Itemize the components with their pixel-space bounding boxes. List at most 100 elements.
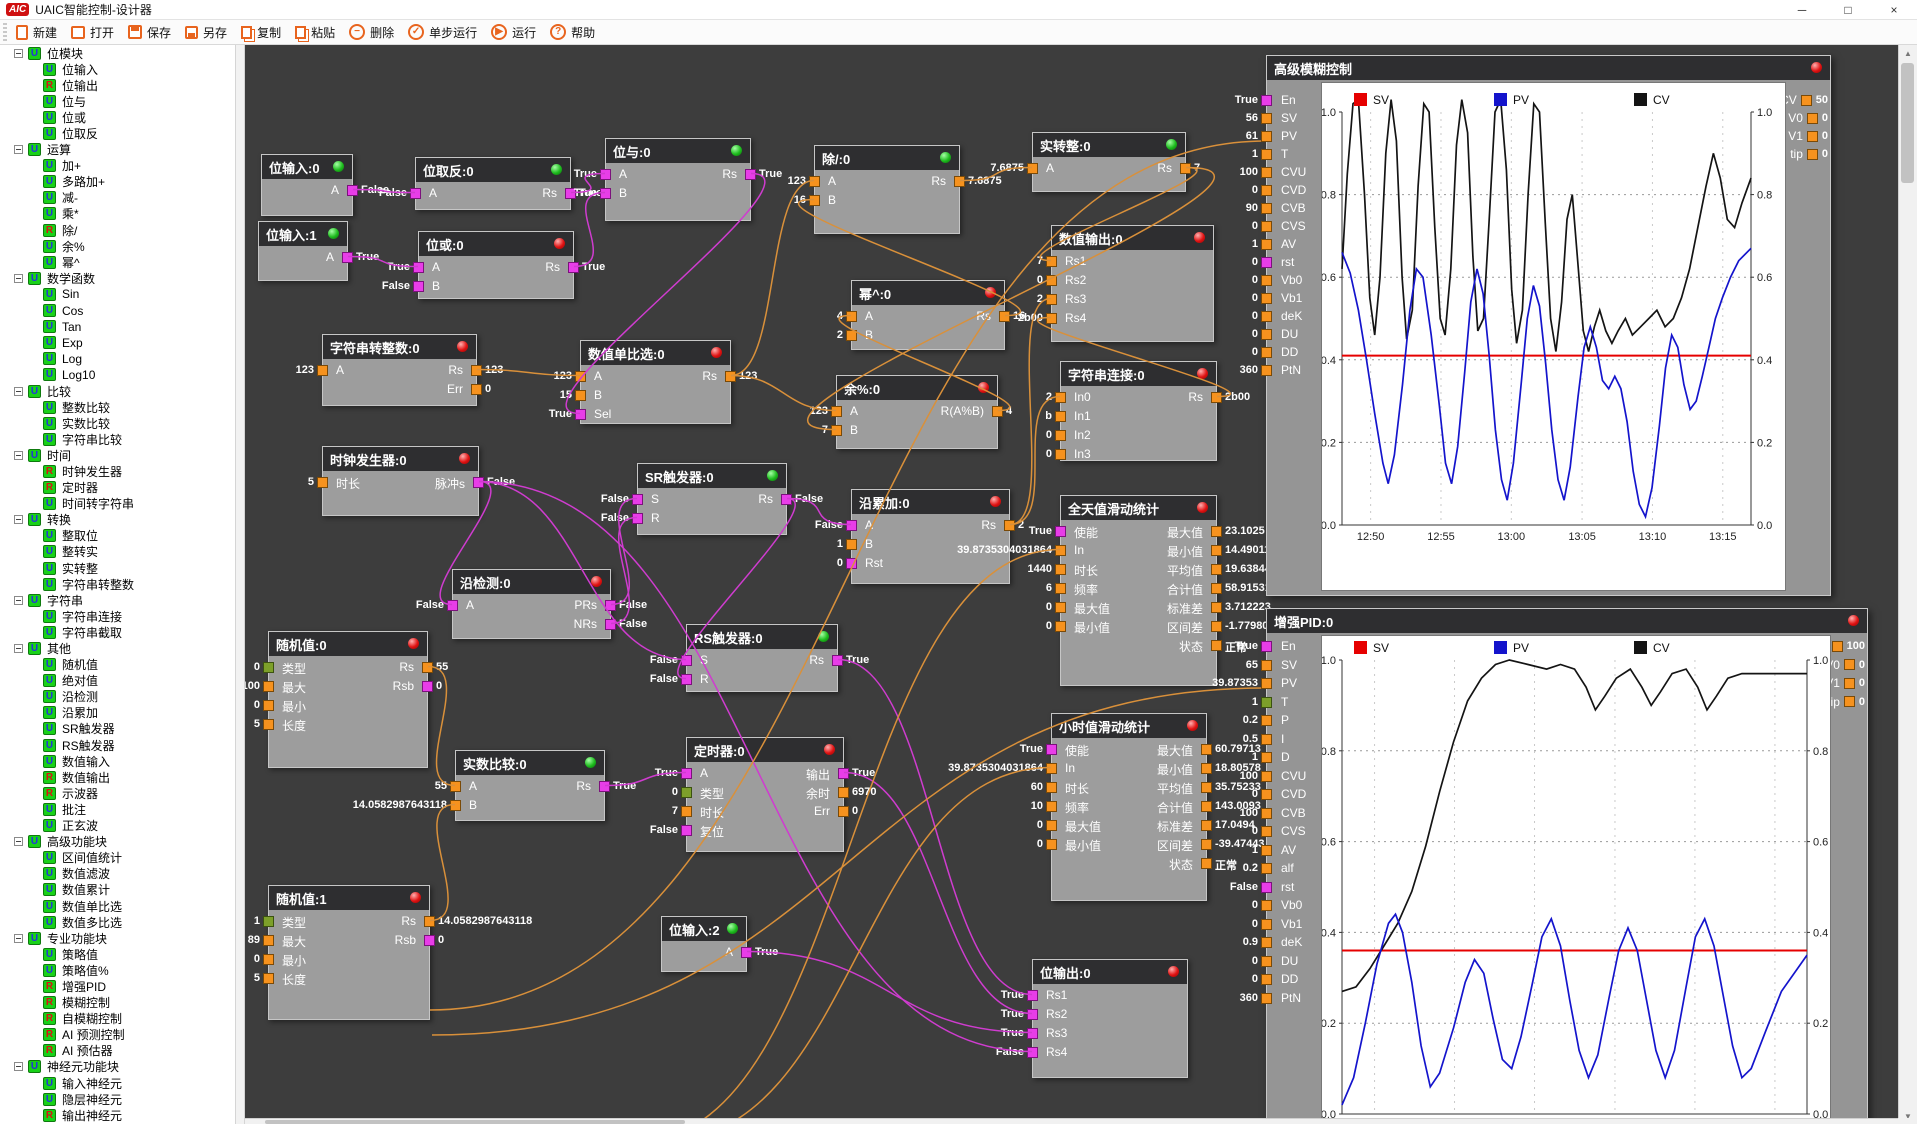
- tree-item-位与[interactable]: U位与: [0, 93, 235, 109]
- node-位或:0[interactable]: 位或:0ATrueBFalseRsTrue: [418, 231, 574, 299]
- tree-item-Log10[interactable]: ULog10: [0, 367, 235, 383]
- input-port-B[interactable]: [846, 330, 857, 341]
- input-port-Rs2[interactable]: [1027, 1009, 1038, 1020]
- output-port-平均值[interactable]: [1201, 782, 1212, 793]
- input-port-S[interactable]: [632, 494, 643, 505]
- input-port-Sel[interactable]: [575, 409, 586, 420]
- tree-item-输出神经元[interactable]: R输出神经元: [0, 1107, 235, 1123]
- output-port-最小值[interactable]: [1211, 545, 1222, 556]
- close-button[interactable]: ×: [1871, 0, 1917, 19]
- input-port-B[interactable]: [413, 281, 424, 292]
- maximize-button[interactable]: □: [1825, 0, 1871, 19]
- node-余%:0[interactable]: 余%:0A123B7R(A%B)4: [836, 375, 998, 449]
- tree-item-Exp[interactable]: UExp: [0, 335, 235, 351]
- param-port-PV[interactable]: [1261, 131, 1272, 142]
- output-port-最大值[interactable]: [1211, 526, 1222, 537]
- tree-item-整转实[interactable]: U整转实: [0, 544, 235, 560]
- input-port-Rs3[interactable]: [1027, 1028, 1038, 1039]
- node-字符串转整数:0[interactable]: 字符串转整数:0A123Rs123Err0: [322, 334, 477, 406]
- node-定时器:0[interactable]: 定时器:0ATrue类型0时长7复位False输出True余时6970Err0: [686, 737, 844, 852]
- node-数值单比选:0[interactable]: 数值单比选:0A123B15SelTrueRs123: [580, 340, 731, 424]
- output-port-Rsb[interactable]: [422, 681, 433, 692]
- input-port-时长[interactable]: [317, 477, 328, 488]
- param-port-rst[interactable]: [1261, 257, 1272, 268]
- param-port-Vb0[interactable]: [1261, 900, 1272, 911]
- toolbar-save-as-button[interactable]: 另存: [185, 24, 227, 41]
- input-port-最小[interactable]: [263, 700, 274, 711]
- node-时钟发生器:0[interactable]: 时钟发生器:0时长5脉冲sFalse: [322, 446, 479, 516]
- param-port-AV[interactable]: [1261, 845, 1272, 856]
- param-port-CVU[interactable]: [1261, 167, 1272, 178]
- toolbar-save-button[interactable]: 保存: [128, 24, 171, 41]
- node-数值输出:0[interactable]: 数值输出:0Rs17Rs20Rs32Rs42b00: [1051, 225, 1214, 342]
- node-位输入:1[interactable]: 位输入:1ATrue: [258, 221, 348, 281]
- param-port[interactable]: [1832, 641, 1843, 652]
- param-port-AV[interactable]: [1261, 239, 1272, 250]
- param-port-T[interactable]: [1261, 697, 1272, 708]
- output-port-Rs[interactable]: [1004, 520, 1015, 531]
- toolbar-run-button[interactable]: ▶运行: [491, 24, 536, 41]
- tree-category-字符串[interactable]: U字符串: [0, 592, 235, 608]
- input-port-Rs3[interactable]: [1046, 294, 1057, 305]
- param-port-DD[interactable]: [1261, 974, 1272, 985]
- input-port-A[interactable]: [846, 520, 857, 531]
- collapse-icon[interactable]: [14, 644, 23, 653]
- node-小时值滑动统计[interactable]: 小时值滑动统计使能TrueIn39.8735304031864时长60频率10最…: [1051, 713, 1207, 901]
- input-port-时长[interactable]: [681, 806, 692, 817]
- tree-item-字符串转整数[interactable]: U字符串转整数: [0, 576, 235, 592]
- output-port-Rs[interactable]: [954, 176, 965, 187]
- tree-item-数值单比选[interactable]: U数值单比选: [0, 898, 235, 914]
- output-port-标准差[interactable]: [1201, 820, 1212, 831]
- param-port-CVS[interactable]: [1261, 221, 1272, 232]
- tree-item-输入神经元[interactable]: U输入神经元: [0, 1075, 235, 1091]
- tree-item-Cos[interactable]: UCos: [0, 303, 235, 319]
- param-port[interactable]: [1844, 678, 1855, 689]
- tree-item-实转整[interactable]: U实转整: [0, 560, 235, 576]
- tree-item-正玄波[interactable]: U正玄波: [0, 818, 235, 834]
- param-port-En[interactable]: [1261, 641, 1272, 652]
- param-port[interactable]: [1801, 95, 1812, 106]
- param-port-Vb1[interactable]: [1261, 919, 1272, 930]
- input-port-频率[interactable]: [1046, 801, 1057, 812]
- tree-item-加+[interactable]: U加+: [0, 158, 235, 174]
- input-port-时长[interactable]: [1055, 564, 1066, 575]
- param-port-DD[interactable]: [1261, 347, 1272, 358]
- param-port-CVB[interactable]: [1261, 808, 1272, 819]
- input-port-Rs4[interactable]: [1046, 313, 1057, 324]
- tree-item-绝对值[interactable]: U绝对值: [0, 673, 235, 689]
- tree-item-位输出[interactable]: R位输出: [0, 77, 235, 93]
- node-除/:0[interactable]: 除/:0A123B16Rs7.6875: [814, 145, 960, 234]
- tree-item-减-[interactable]: U减-: [0, 190, 235, 206]
- input-port-A[interactable]: [846, 311, 857, 322]
- input-port-R[interactable]: [681, 674, 692, 685]
- output-port-最小值[interactable]: [1201, 763, 1212, 774]
- horizontal-scrollbar[interactable]: [245, 1118, 1898, 1124]
- tree-category-数学函数[interactable]: U数学函数: [0, 270, 235, 286]
- tree-category-专业功能块[interactable]: U专业功能块: [0, 930, 235, 946]
- input-port-R[interactable]: [632, 513, 643, 524]
- output-port-A[interactable]: [342, 252, 353, 263]
- collapse-icon[interactable]: [14, 145, 23, 154]
- input-port-最大值[interactable]: [1055, 602, 1066, 613]
- param-port[interactable]: [1844, 696, 1855, 707]
- param-port-Vb1[interactable]: [1261, 293, 1272, 304]
- tree-item-隐层神经元[interactable]: U隐层神经元: [0, 1091, 235, 1107]
- output-port-Rs[interactable]: [568, 262, 579, 273]
- param-port-I[interactable]: [1261, 734, 1272, 745]
- param-port-rst[interactable]: [1261, 882, 1272, 893]
- input-port-最小[interactable]: [263, 954, 274, 965]
- tree-item-整数比较[interactable]: U整数比较: [0, 399, 235, 415]
- tree-category-运算[interactable]: U运算: [0, 142, 235, 158]
- tree-category-神经元功能块[interactable]: U神经元功能块: [0, 1059, 235, 1075]
- output-port-Rs[interactable]: [781, 494, 792, 505]
- output-port-R(A%B)[interactable]: [992, 406, 1003, 417]
- output-port-Rs[interactable]: [999, 311, 1010, 322]
- input-port-In3[interactable]: [1055, 449, 1066, 460]
- output-port-合计值[interactable]: [1201, 801, 1212, 812]
- param-port[interactable]: [1844, 659, 1855, 670]
- param-port-deK[interactable]: [1261, 311, 1272, 322]
- tree-item-定时器[interactable]: R定时器: [0, 480, 235, 496]
- toolbar-new-button[interactable]: 新建: [16, 24, 57, 41]
- tree-item-位取反[interactable]: U位取反: [0, 125, 235, 141]
- input-port-A[interactable]: [575, 371, 586, 382]
